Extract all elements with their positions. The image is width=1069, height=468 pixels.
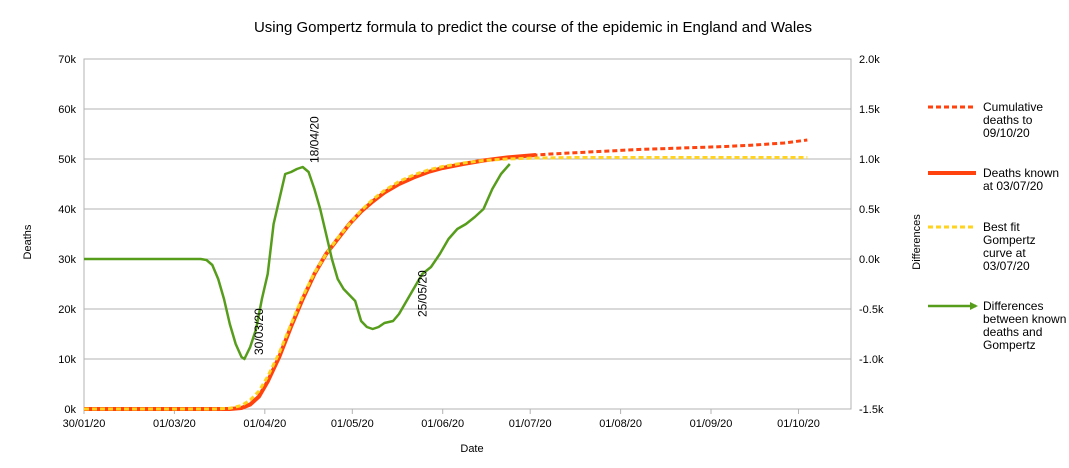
y-tick-label: 60k [58, 104, 76, 116]
legend-label: Deaths known at 03/07/20 [983, 166, 1059, 193]
y2-tick-label: 2.0k [859, 54, 880, 66]
legend-label: Cumulative deaths to 09/10/20 [983, 100, 1043, 140]
series-line-4 [84, 163, 511, 361]
x-tick-label: 01/05/20 [331, 418, 374, 430]
y-tick-label: 50k [58, 154, 76, 166]
series-group [84, 138, 808, 411]
y-tick-label: 40k [58, 204, 76, 216]
legend: Cumulative deaths to 09/10/20 Deaths known a… [928, 100, 1066, 352]
y-tick-label: 30k [58, 254, 76, 266]
y2-tick-label: 0.0k [859, 254, 880, 266]
y-axis-left: 0k 10k 20k 30k 40k 50k 60k 70k [58, 54, 76, 416]
y2-axis-title: Differences [911, 214, 923, 270]
y2-tick-label: -1.0k [859, 354, 884, 366]
series-line-2 [84, 153, 537, 411]
y-axis-title: Deaths [22, 224, 34, 259]
y-tick-label: 0k [64, 404, 76, 416]
legend-label: Best fit Gompertz curve at 03/07/20 [983, 220, 1036, 273]
series-line-3 [84, 156, 808, 411]
y2-tick-label: -0.5k [859, 304, 884, 316]
legend-label: Differences between known deaths and Gomper… [983, 299, 1066, 352]
x-tick-label: 01/08/20 [599, 418, 642, 430]
y2-tick-label: 1.5k [859, 104, 880, 116]
x-tick-label: 01/07/20 [509, 418, 552, 430]
chart-title: Using Gompertz formula to predict the co… [254, 19, 812, 36]
x-axis: 30/01/20 01/03/20 01/04/20 01/05/20 01/06/20… [63, 409, 820, 430]
x-tick-label: 01/04/20 [243, 418, 286, 430]
x-tick-label: 01/10/20 [777, 418, 820, 430]
y2-tick-label: -1.5k [859, 404, 884, 416]
x-tick-label: 30/01/20 [63, 418, 106, 430]
y-tick-label: 10k [58, 354, 76, 366]
y2-tick-label: 0.5k [859, 204, 880, 216]
annotation-label: 30/03/20 [252, 308, 266, 355]
annotation-label: 18/04/20 [307, 116, 321, 163]
y2-tick-label: 1.0k [859, 154, 880, 166]
y-tick-label: 70k [58, 54, 76, 66]
annotations: 30/03/20 18/04/20 25/05/20 [252, 116, 429, 355]
x-tick-label: 01/03/20 [153, 418, 196, 430]
x-axis-title: Date [460, 443, 483, 455]
x-tick-label: 01/06/20 [421, 418, 464, 430]
legend-arrow-icon [970, 302, 978, 310]
x-tick-label: 01/09/20 [690, 418, 733, 430]
y-axis-right: -1.5k -1.0k -0.5k 0.0k 0.5k 1.0k 1.5k 2.0k [859, 54, 884, 416]
plot-frame [83, 58, 852, 410]
y-tick-label: 20k [58, 304, 76, 316]
series-line-1 [84, 138, 808, 411]
gridlines [84, 58, 851, 410]
annotation-label: 25/05/20 [415, 270, 429, 317]
